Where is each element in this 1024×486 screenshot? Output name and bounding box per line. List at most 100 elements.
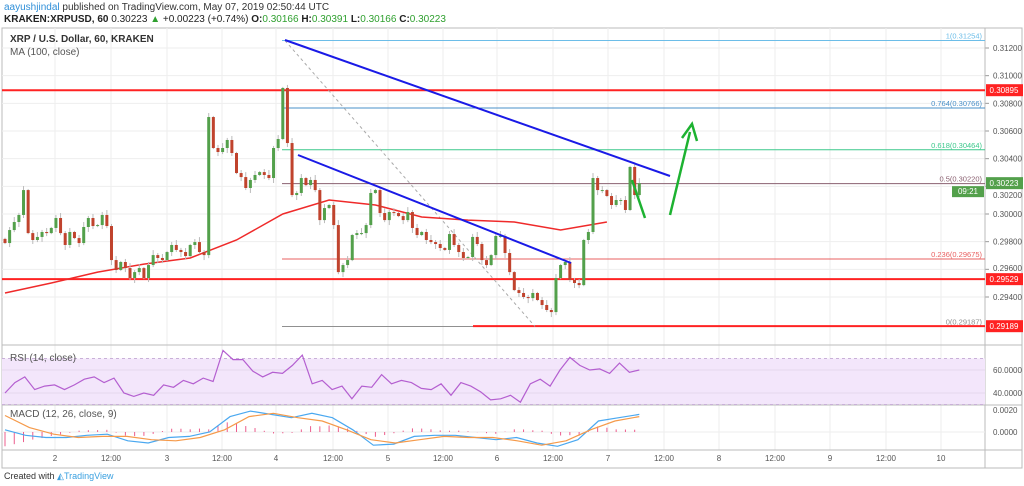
candle-down: [545, 305, 549, 310]
candle-up: [221, 148, 225, 153]
candle-down: [202, 252, 206, 256]
low-label: L:: [350, 14, 361, 25]
candle-up: [17, 214, 21, 223]
y-tick-label: 0.31000: [993, 72, 1022, 81]
y-tick-label: 0.31200: [993, 44, 1022, 53]
candle-up: [272, 148, 276, 179]
x-tick-label: 10: [937, 454, 946, 463]
x-tick-label: 12:00: [101, 454, 122, 463]
candle-up: [137, 268, 141, 273]
candle-up: [350, 235, 354, 261]
candle-down: [512, 272, 516, 291]
candle-up: [40, 231, 44, 237]
candle-down: [156, 255, 160, 258]
lower-trend-line: [297, 154, 572, 264]
candle-up: [619, 200, 623, 202]
candle-up: [341, 265, 345, 273]
candle-down: [26, 190, 30, 234]
x-tick-label: 12:00: [543, 454, 564, 463]
candle-down: [179, 249, 183, 253]
candle-up: [253, 174, 257, 180]
candle-down: [332, 205, 336, 226]
x-tick-label: 12:00: [323, 454, 344, 463]
candle-up: [96, 225, 100, 227]
author-link[interactable]: aayushjindal: [4, 2, 60, 13]
macd-tick-label: 0.0000: [993, 428, 1018, 437]
candle-up: [494, 235, 498, 256]
price-change: +0.00223 (+0.74%): [162, 14, 249, 25]
candle-down: [438, 244, 442, 249]
rsi-band: [2, 358, 985, 405]
x-tick-label: 3: [165, 454, 170, 463]
candle-up: [531, 292, 535, 299]
candle-up: [466, 257, 470, 259]
candle-up: [225, 139, 229, 149]
forecast-up-arrow: [668, 131, 692, 216]
candle-down: [401, 216, 405, 221]
candle-down: [114, 260, 118, 271]
candle-up: [119, 261, 123, 271]
candle-down: [109, 226, 113, 261]
price-tag-label: 0.30895: [990, 86, 1019, 95]
symbol-info: KRAKEN:XRPUSD, 60 0.30223 ▲ +0.00223 (+0…: [4, 14, 446, 25]
last-price: 0.30223: [111, 14, 148, 25]
y-tick-label: 0.29400: [993, 293, 1022, 302]
macd-title: MACD (12, 26, close, 9): [10, 409, 117, 420]
candle-down: [267, 174, 271, 179]
fib-level-label: 1(0.31254): [946, 32, 983, 41]
candle-down: [128, 268, 132, 279]
candle-down: [91, 218, 95, 227]
candle-down: [443, 248, 447, 250]
candle-down: [549, 309, 553, 313]
candle-down: [174, 244, 178, 250]
candle-down: [383, 213, 387, 221]
candle-up: [559, 265, 563, 279]
candle-down: [230, 139, 234, 153]
candle-up: [147, 265, 151, 279]
candle-up: [100, 214, 104, 226]
candle-down: [475, 236, 479, 245]
rsi-line: [4, 349, 640, 404]
candle-down: [336, 225, 340, 273]
rsi-title: RSI (14, close): [10, 353, 77, 364]
candle-up: [12, 222, 16, 231]
low-value: 0.30166: [360, 14, 397, 25]
candle-up: [281, 87, 285, 140]
candle-down: [313, 179, 317, 191]
candle-up: [299, 178, 303, 193]
candle-up: [49, 227, 53, 234]
candle-up: [600, 190, 604, 192]
candle-up: [258, 172, 262, 175]
candle-up: [193, 242, 197, 245]
macd-tick-label: 0.0020: [993, 406, 1018, 415]
candle-up: [207, 117, 211, 256]
candle-up: [248, 179, 252, 188]
candle-down: [239, 173, 243, 178]
footer-brand[interactable]: TradingView: [63, 471, 114, 481]
candle-down: [392, 212, 396, 214]
countdown-label: 09:21: [958, 187, 979, 196]
candle-down: [522, 292, 526, 297]
rsi-tick-label: 60.0000: [993, 366, 1022, 375]
candle-down: [45, 231, 49, 234]
x-tick-label: 12:00: [765, 454, 786, 463]
signal-line: [4, 412, 640, 446]
y-tick-label: 0.29600: [993, 264, 1022, 273]
forecast-down-arrow: [630, 179, 647, 219]
candle-down: [31, 233, 35, 241]
close-label: C:: [399, 14, 410, 25]
rsi-legend: RSI (14, close): [10, 352, 76, 365]
symbol: KRAKEN:XRPUSD, 60: [4, 14, 109, 25]
candle-down: [535, 292, 539, 301]
candle-down: [197, 242, 201, 253]
candle-down: [434, 242, 438, 245]
candle-down: [290, 143, 294, 196]
candle-down: [262, 172, 266, 175]
candle-up: [188, 244, 192, 257]
candle-up: [489, 255, 493, 266]
candle-down: [485, 260, 489, 266]
y-tick-label: 0.29800: [993, 238, 1022, 247]
candle-down: [211, 117, 215, 149]
fib-level-label: 0.236(0.29675): [931, 250, 982, 259]
